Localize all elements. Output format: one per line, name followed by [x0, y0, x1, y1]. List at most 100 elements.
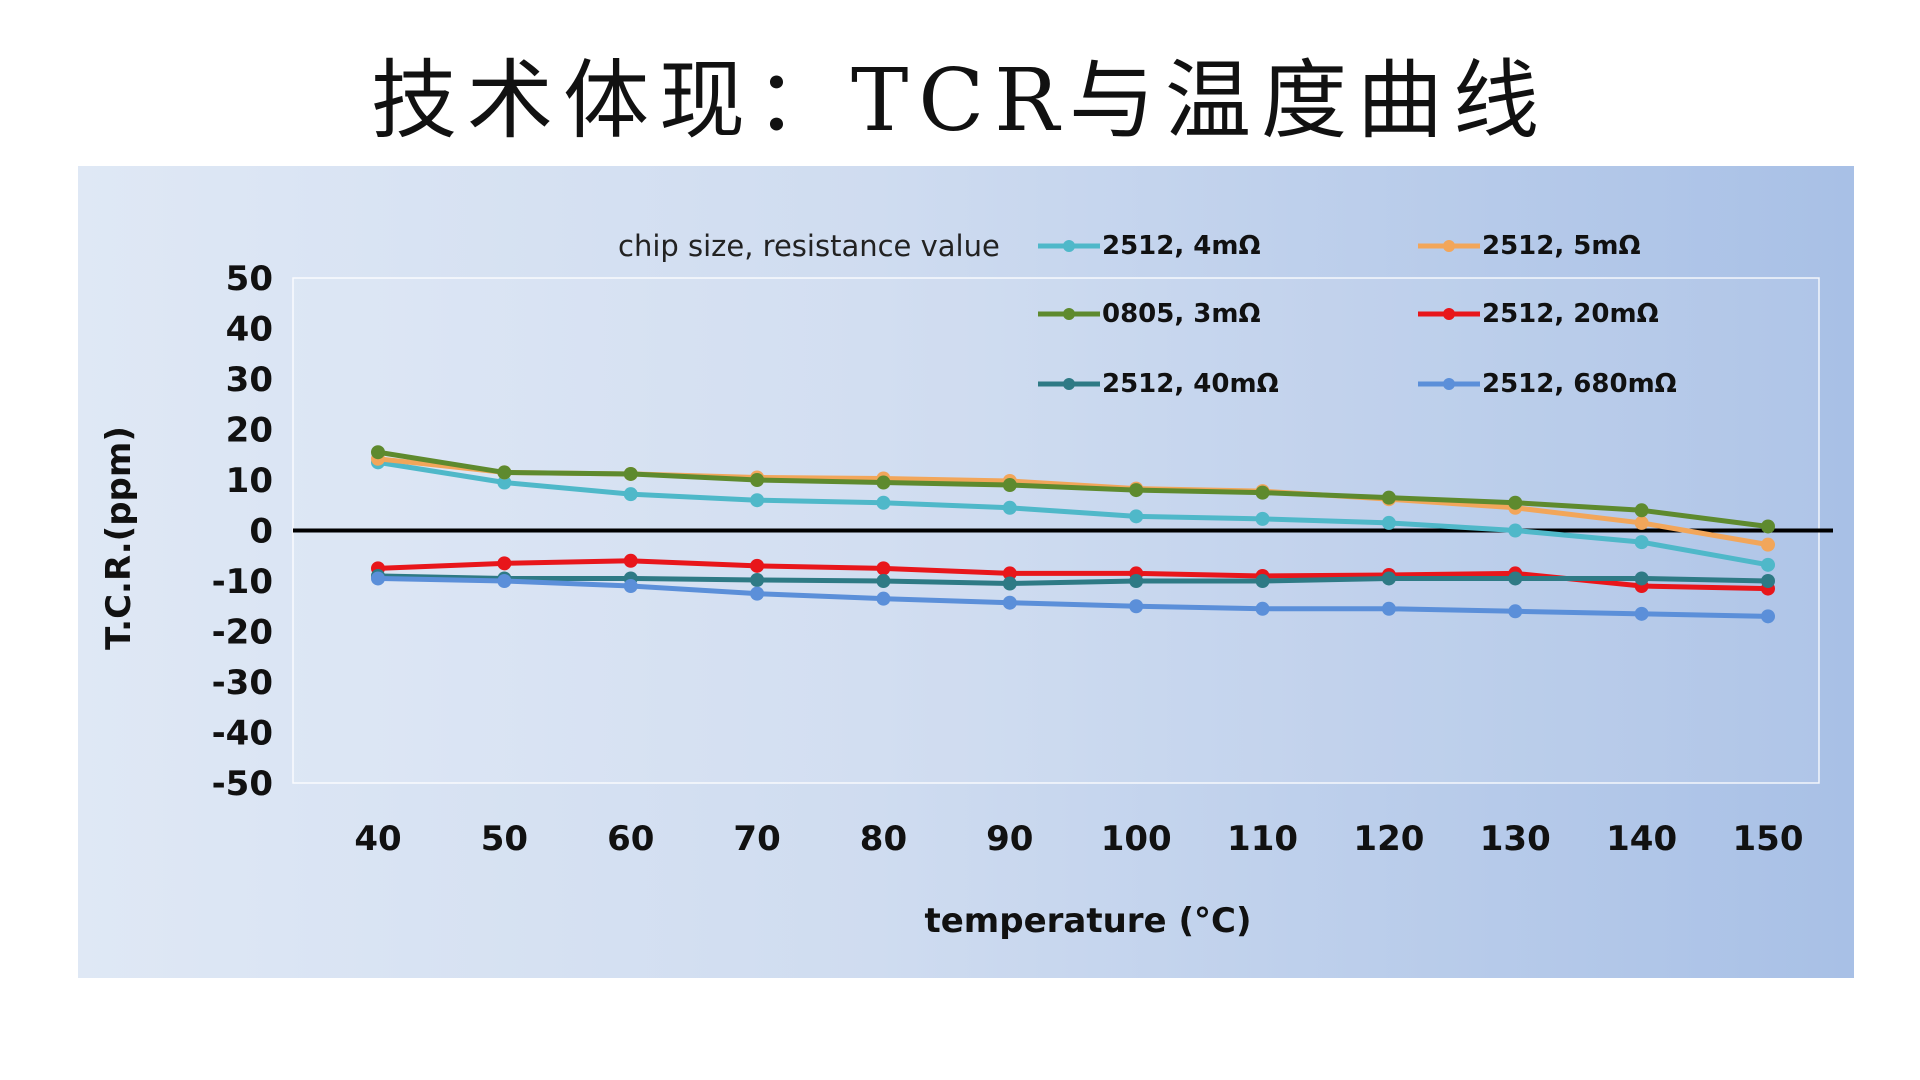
y-tick-label: 40: [226, 310, 273, 350]
chart-panel: 50 40 30 20 10 0 -10 -20 -30 -40 -50 40 50 60 70 80 90 1…: [78, 166, 1854, 978]
x-tick-label: 140: [1606, 819, 1677, 859]
series-0: [371, 455, 1775, 572]
y-tick-label: 30: [226, 360, 273, 400]
series-line: [377, 449, 1769, 529]
data-point: [1255, 511, 1270, 526]
legend-swatch-marker: [1063, 378, 1075, 390]
legend-item: 2512, 5mΩ: [1418, 231, 1641, 261]
data-point: [371, 445, 385, 460]
x-tick-label: 100: [1101, 819, 1172, 859]
data-point: [1761, 574, 1775, 588]
data-point: [497, 475, 512, 490]
legend-label: 2512, 680mΩ: [1482, 369, 1677, 399]
data-point: [1634, 503, 1649, 518]
x-tick-label: 120: [1353, 819, 1424, 859]
legend-label: 2512, 20mΩ: [1482, 299, 1659, 329]
x-tick-label: 90: [986, 819, 1033, 859]
data-point: [1381, 571, 1396, 586]
series-5: [371, 571, 1775, 624]
data-point: [1129, 574, 1144, 588]
data-point: [1381, 515, 1396, 530]
legend-item: 0805, 3mΩ: [1038, 299, 1261, 329]
data-point: [1508, 604, 1523, 619]
legend-item: 2512, 40mΩ: [1038, 369, 1279, 399]
series-line: [377, 558, 1769, 592]
series-line: [377, 575, 1769, 619]
legend-swatch-marker: [1063, 308, 1075, 320]
legend-label: 0805, 3mΩ: [1102, 299, 1261, 329]
data-point: [1761, 537, 1775, 552]
data-point: [1002, 566, 1017, 581]
legend-swatch-marker: [1443, 308, 1455, 320]
y-tick-label: 50: [226, 259, 273, 299]
y-tick-label: 20: [226, 411, 273, 451]
legend-label: 2512, 5mΩ: [1482, 231, 1641, 261]
data-point: [1508, 523, 1523, 538]
data-point: [1761, 609, 1775, 624]
data-point: [1508, 495, 1523, 510]
data-point: [623, 466, 638, 481]
data-point: [1129, 483, 1144, 498]
slide-title: 技术体现：TCR与温度曲线: [371, 51, 1549, 151]
data-point: [750, 493, 765, 508]
data-point: [1381, 490, 1396, 505]
legend-swatch-marker: [1443, 240, 1455, 252]
data-point: [1381, 601, 1396, 616]
data-point: [750, 558, 765, 573]
x-tick-label: 110: [1227, 819, 1298, 859]
data-point: [876, 475, 891, 490]
y-tick-label: 10: [226, 461, 273, 501]
series-line: [377, 459, 1769, 568]
y-tick-label: -20: [212, 613, 273, 653]
x-tick-label: 150: [1733, 819, 1804, 859]
x-tick-label: 60: [607, 819, 654, 859]
data-point: [1002, 576, 1017, 591]
data-point: [750, 473, 765, 487]
x-axis-title: temperature (°C): [924, 901, 1251, 941]
y-tick-label: -40: [212, 714, 273, 754]
data-point: [497, 556, 512, 571]
y-tick-label: -10: [212, 562, 273, 602]
series-2: [371, 445, 1775, 534]
legend-swatch-marker: [1443, 378, 1455, 390]
data-point: [1761, 519, 1775, 534]
data-point: [1508, 571, 1523, 586]
legend: 2512, 4mΩ 2512, 5mΩ 0805, 3mΩ 2512, 20mΩ 251…: [1038, 231, 1677, 399]
y-tick-label: -30: [212, 663, 273, 703]
data-point: [497, 465, 512, 480]
data-point: [623, 579, 638, 594]
data-point: [1634, 606, 1649, 621]
data-point: [1634, 515, 1649, 530]
y-tick-label: 0: [249, 512, 273, 552]
legend-swatch-marker: [1063, 240, 1075, 252]
x-tick-label: 70: [733, 819, 780, 859]
data-point: [623, 487, 638, 502]
x-tick-label: 40: [354, 819, 401, 859]
data-point: [623, 553, 638, 568]
data-point: [1002, 595, 1017, 610]
legend-item: 2512, 20mΩ: [1418, 299, 1659, 329]
data-point: [750, 586, 765, 601]
data-point: [1002, 500, 1017, 515]
legend-label: 2512, 40mΩ: [1102, 369, 1279, 399]
data-point: [876, 561, 891, 576]
data-point: [750, 572, 765, 587]
data-point: [1761, 557, 1775, 572]
data-point: [1129, 599, 1144, 614]
data-point: [1634, 535, 1649, 550]
x-tick-label: 50: [481, 819, 528, 859]
legend-item: 2512, 4mΩ: [1038, 231, 1261, 261]
x-tick-label: 80: [860, 819, 907, 859]
x-tick-label: 130: [1480, 819, 1551, 859]
data-point: [1255, 601, 1270, 616]
data-point: [1255, 485, 1270, 500]
data-point: [1255, 574, 1270, 588]
data-point: [1129, 509, 1144, 524]
data-point: [876, 574, 891, 588]
series-line: [377, 573, 1769, 587]
y-axis-title: T.C.R.(ppm): [99, 426, 139, 650]
legend-title: chip size, resistance value: [618, 229, 1000, 263]
data-point: [876, 591, 891, 606]
data-point: [371, 571, 385, 586]
